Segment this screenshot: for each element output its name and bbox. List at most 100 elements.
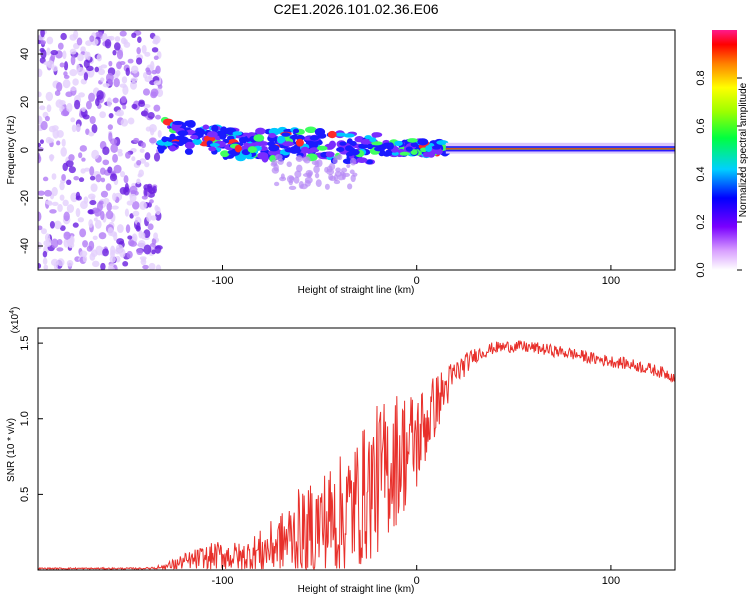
noise-point xyxy=(142,88,151,96)
signal-point xyxy=(235,153,247,162)
noise-point xyxy=(150,215,157,221)
noise-point xyxy=(60,147,67,157)
noise-point xyxy=(82,240,88,248)
noise-point xyxy=(93,217,98,222)
noise-point xyxy=(329,175,336,182)
noise-point xyxy=(153,104,161,112)
noise-point xyxy=(104,39,112,49)
noise-point xyxy=(119,30,127,37)
noise-point xyxy=(50,258,59,267)
noise-point xyxy=(40,30,45,38)
noise-point xyxy=(51,125,59,131)
noise-point xyxy=(40,120,48,131)
noise-point xyxy=(75,123,81,133)
y-tick-label: 0 xyxy=(19,147,31,153)
noise-point xyxy=(57,42,64,50)
y-tick-label: -40 xyxy=(19,238,31,254)
noise-point xyxy=(46,60,55,69)
noise-point xyxy=(349,157,357,166)
signal-point xyxy=(238,136,248,144)
figure-title: C2E1.2026.101.02.36.E06 xyxy=(273,1,438,17)
signal-point xyxy=(258,141,269,147)
noise-point xyxy=(342,172,350,178)
signal-point xyxy=(394,140,403,147)
noise-point xyxy=(98,200,105,205)
noise-point xyxy=(107,226,114,236)
noise-point xyxy=(43,264,49,270)
signal-point xyxy=(234,144,242,153)
signal-point xyxy=(220,126,228,135)
noise-point xyxy=(112,97,119,104)
signal-point xyxy=(425,145,433,153)
noise-point xyxy=(49,209,57,214)
noise-point xyxy=(72,78,79,86)
noise-point xyxy=(143,187,148,198)
snr-frame xyxy=(37,327,676,571)
signal-point xyxy=(232,131,243,136)
noise-point xyxy=(102,83,110,88)
noise-point xyxy=(274,154,283,161)
noise-point xyxy=(311,160,319,165)
noise-point xyxy=(75,191,81,200)
noise-point xyxy=(89,116,96,125)
noise-point xyxy=(89,199,97,206)
noise-point xyxy=(120,170,126,178)
noise-point xyxy=(63,61,69,71)
noise-point xyxy=(70,55,76,66)
noise-point xyxy=(44,115,50,122)
signal-point xyxy=(300,146,309,153)
signal-point xyxy=(186,120,196,128)
spectrogram-panel: -100 0 100 -40 -20 0 20 40 Height of straight … xyxy=(6,29,676,296)
snr-scale-close: ) xyxy=(10,307,21,310)
noise-point xyxy=(56,247,64,252)
noise-point xyxy=(108,60,113,67)
signal-point xyxy=(206,131,218,138)
noise-point xyxy=(324,183,330,190)
noise-point xyxy=(120,118,129,127)
signal-point xyxy=(405,146,413,152)
noise-point xyxy=(81,157,86,162)
signal-point xyxy=(374,146,384,152)
noise-point xyxy=(63,211,70,222)
noise-point xyxy=(100,190,109,198)
noise-point xyxy=(315,179,322,188)
noise-point xyxy=(127,117,135,125)
noise-point xyxy=(54,220,62,230)
noise-point xyxy=(286,161,292,168)
signal-point xyxy=(366,143,374,150)
noise-point xyxy=(347,183,353,190)
noise-point xyxy=(146,69,152,76)
noise-point xyxy=(128,239,135,247)
signal-point xyxy=(161,136,168,143)
noise-point xyxy=(60,110,69,117)
noise-point xyxy=(151,47,159,53)
noise-point xyxy=(84,51,89,60)
signal-point xyxy=(432,145,441,150)
noise-point xyxy=(100,77,105,82)
noise-point xyxy=(131,103,138,110)
noise-point xyxy=(131,32,137,39)
noise-point xyxy=(65,160,74,168)
noise-point xyxy=(88,209,94,215)
signal-point xyxy=(343,133,355,138)
noise-point xyxy=(66,260,74,267)
noise-point xyxy=(109,173,118,182)
noise-point xyxy=(293,176,300,184)
snr-y-label: SNR (10 * v/v) xyxy=(6,418,17,482)
colorbar-tick-label: 0.8 xyxy=(695,70,707,85)
noise-point xyxy=(39,105,46,111)
noise-point xyxy=(103,197,110,205)
noise-point xyxy=(109,255,116,263)
noise-point xyxy=(85,40,93,46)
noise-point xyxy=(105,210,114,220)
noise-point xyxy=(271,167,280,174)
noise-point xyxy=(44,189,52,197)
noise-point xyxy=(38,225,43,231)
noise-point xyxy=(91,149,100,160)
noise-point xyxy=(125,67,130,77)
noise-point xyxy=(129,80,137,90)
noise-point xyxy=(49,154,54,162)
noise-point xyxy=(38,211,42,222)
noise-point xyxy=(79,145,88,152)
